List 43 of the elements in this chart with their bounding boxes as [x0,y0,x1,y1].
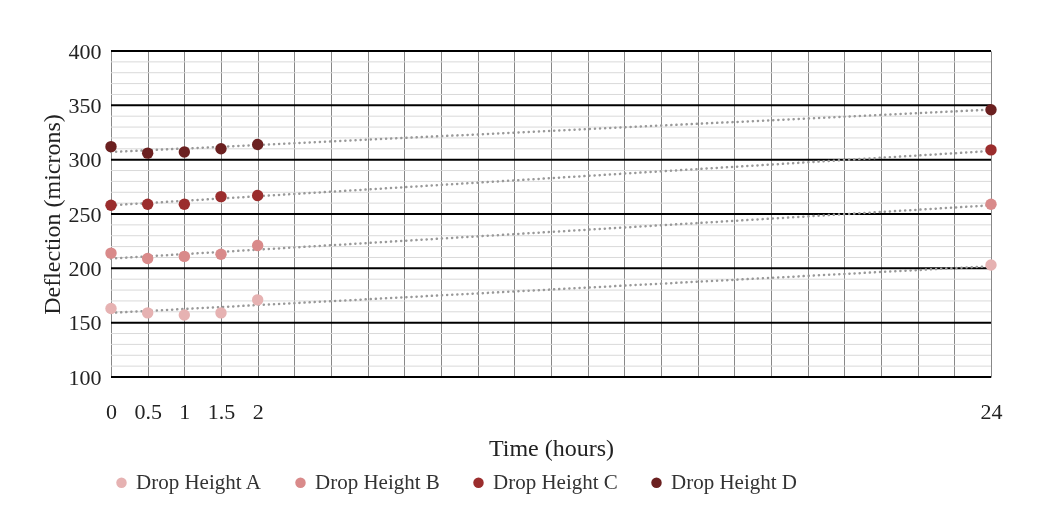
point [105,140,117,153]
x-tick-label: 2 [252,398,264,424]
point [985,103,997,116]
point [105,247,117,259]
point [215,190,227,203]
x-tick-label: 1 [179,398,191,424]
point [251,189,264,202]
point [251,294,264,306]
x-tick-label: 0.5 [134,398,162,424]
point [105,199,117,211]
point [985,144,997,156]
y-tick-label: 400 [68,38,102,64]
point [178,250,191,263]
y-axis-title: Deflection (microns) [38,114,65,315]
x-tick-label: 0 [106,398,117,424]
point [215,307,227,319]
y-tick-label: 350 [68,92,102,118]
point [178,309,191,321]
y-tick-label: 250 [68,201,102,227]
point [215,143,227,155]
point [985,259,997,271]
y-tick-label: 150 [68,310,102,336]
point [141,198,154,210]
y-tick-label: 300 [68,147,102,173]
legend-label: Drop Height C [493,469,618,494]
point [251,138,264,151]
point [105,302,117,315]
legend-label: Drop Height A [136,469,262,494]
x-tick-label: 24 [980,398,1003,424]
legend-label: Drop Height D [671,469,797,494]
point [985,198,997,210]
point [141,147,154,159]
point [251,239,264,252]
x-axis-title: Time (hours) [488,434,615,461]
point [178,146,191,158]
point [178,198,191,210]
point [215,248,227,260]
point [141,307,154,319]
x-tick-label: 1.5 [207,398,236,424]
y-tick-label: 100 [68,364,102,390]
legend-label: Drop Height B [315,469,440,494]
y-tick-label: 200 [68,255,102,281]
point [141,252,154,265]
